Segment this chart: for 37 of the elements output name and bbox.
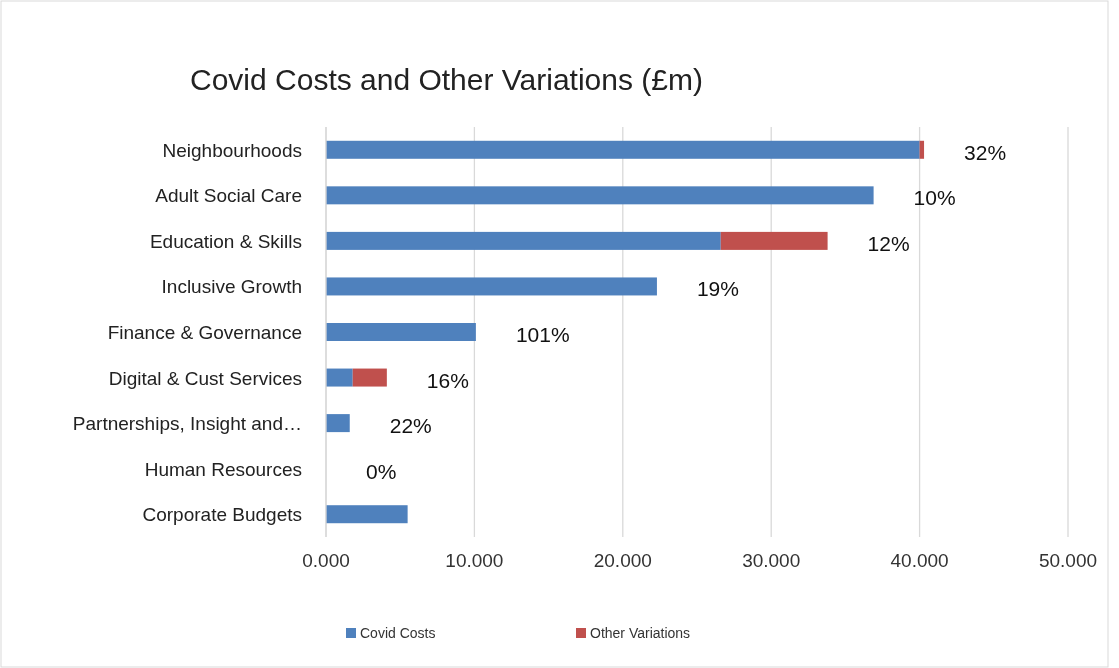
y-tick-label: Adult Social Care xyxy=(155,185,302,207)
bar xyxy=(326,323,476,341)
bar xyxy=(720,231,828,250)
bar xyxy=(326,505,408,524)
bar xyxy=(326,231,721,250)
x-tick-label: 0.000 xyxy=(302,550,350,571)
annotation: 32% xyxy=(964,140,1007,164)
y-tick-label: Inclusive Growth xyxy=(161,276,302,298)
annotation: 10% xyxy=(913,186,956,210)
bar xyxy=(326,140,920,159)
bar xyxy=(326,186,874,205)
bar xyxy=(352,368,387,387)
x-tick-label: 10.000 xyxy=(445,550,504,571)
y-tick-label: Finance & Governance xyxy=(107,322,302,343)
annotation: 19% xyxy=(696,277,739,301)
bar xyxy=(326,277,657,296)
bar xyxy=(326,414,350,433)
annotation: 101% xyxy=(515,323,570,346)
x-tick-label: 50.000 xyxy=(1038,550,1098,571)
annotation: 12% xyxy=(867,231,910,255)
x-tick-label: 40.000 xyxy=(890,550,949,571)
y-tick-label: Digital & Cust Services xyxy=(108,367,302,389)
annotation: 22% xyxy=(389,414,432,438)
x-tick-label: 30.000 xyxy=(742,550,801,571)
bar xyxy=(919,140,925,159)
legend-label: Covid Costs xyxy=(360,625,436,641)
bar xyxy=(326,368,353,387)
y-tick-label: Partnerships, Insight and… xyxy=(72,413,302,435)
chart-title: Covid Costs and Other Variations (£m) xyxy=(190,63,703,96)
annotation: 16% xyxy=(426,368,469,392)
y-tick-label: Education & Skills xyxy=(149,230,302,252)
y-tick-label: Neighbourhoods xyxy=(162,139,302,161)
y-tick-label: Human Resources xyxy=(144,458,302,480)
legend-label: Other Variations xyxy=(590,625,691,641)
y-tick-label: Corporate Budgets xyxy=(142,504,302,526)
x-tick-label: 20.000 xyxy=(593,550,652,571)
annotation: 0% xyxy=(366,459,397,483)
